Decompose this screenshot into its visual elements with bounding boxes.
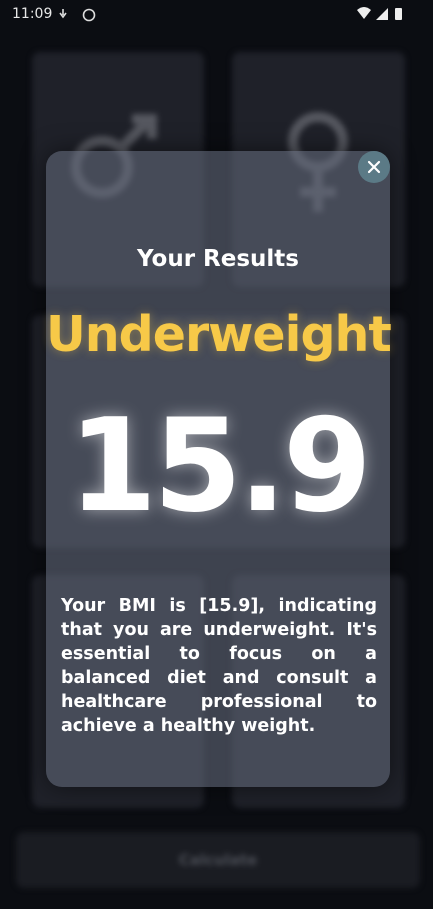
- close-button[interactable]: [358, 151, 390, 183]
- bmi-value: 15.9: [68, 392, 372, 541]
- status-icons: [59, 8, 96, 22]
- time: 11:09: [12, 6, 53, 22]
- results-title: Your Results: [136, 246, 299, 272]
- bmi-category: Underweight: [46, 306, 392, 363]
- status-bar: 11:09: [0, 0, 433, 30]
- system-icons: [357, 7, 402, 20]
- bmi-message: Your BMI is [15.9], indicating that you …: [61, 596, 377, 736]
- calculate-button[interactable]: Calculate: [16, 832, 420, 888]
- results-modal: [46, 151, 390, 787]
